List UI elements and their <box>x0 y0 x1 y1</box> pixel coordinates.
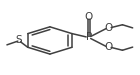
Text: P: P <box>86 32 92 43</box>
Text: O: O <box>85 12 93 22</box>
Text: S: S <box>15 35 22 45</box>
Text: O: O <box>104 23 112 33</box>
Text: O: O <box>104 42 112 52</box>
